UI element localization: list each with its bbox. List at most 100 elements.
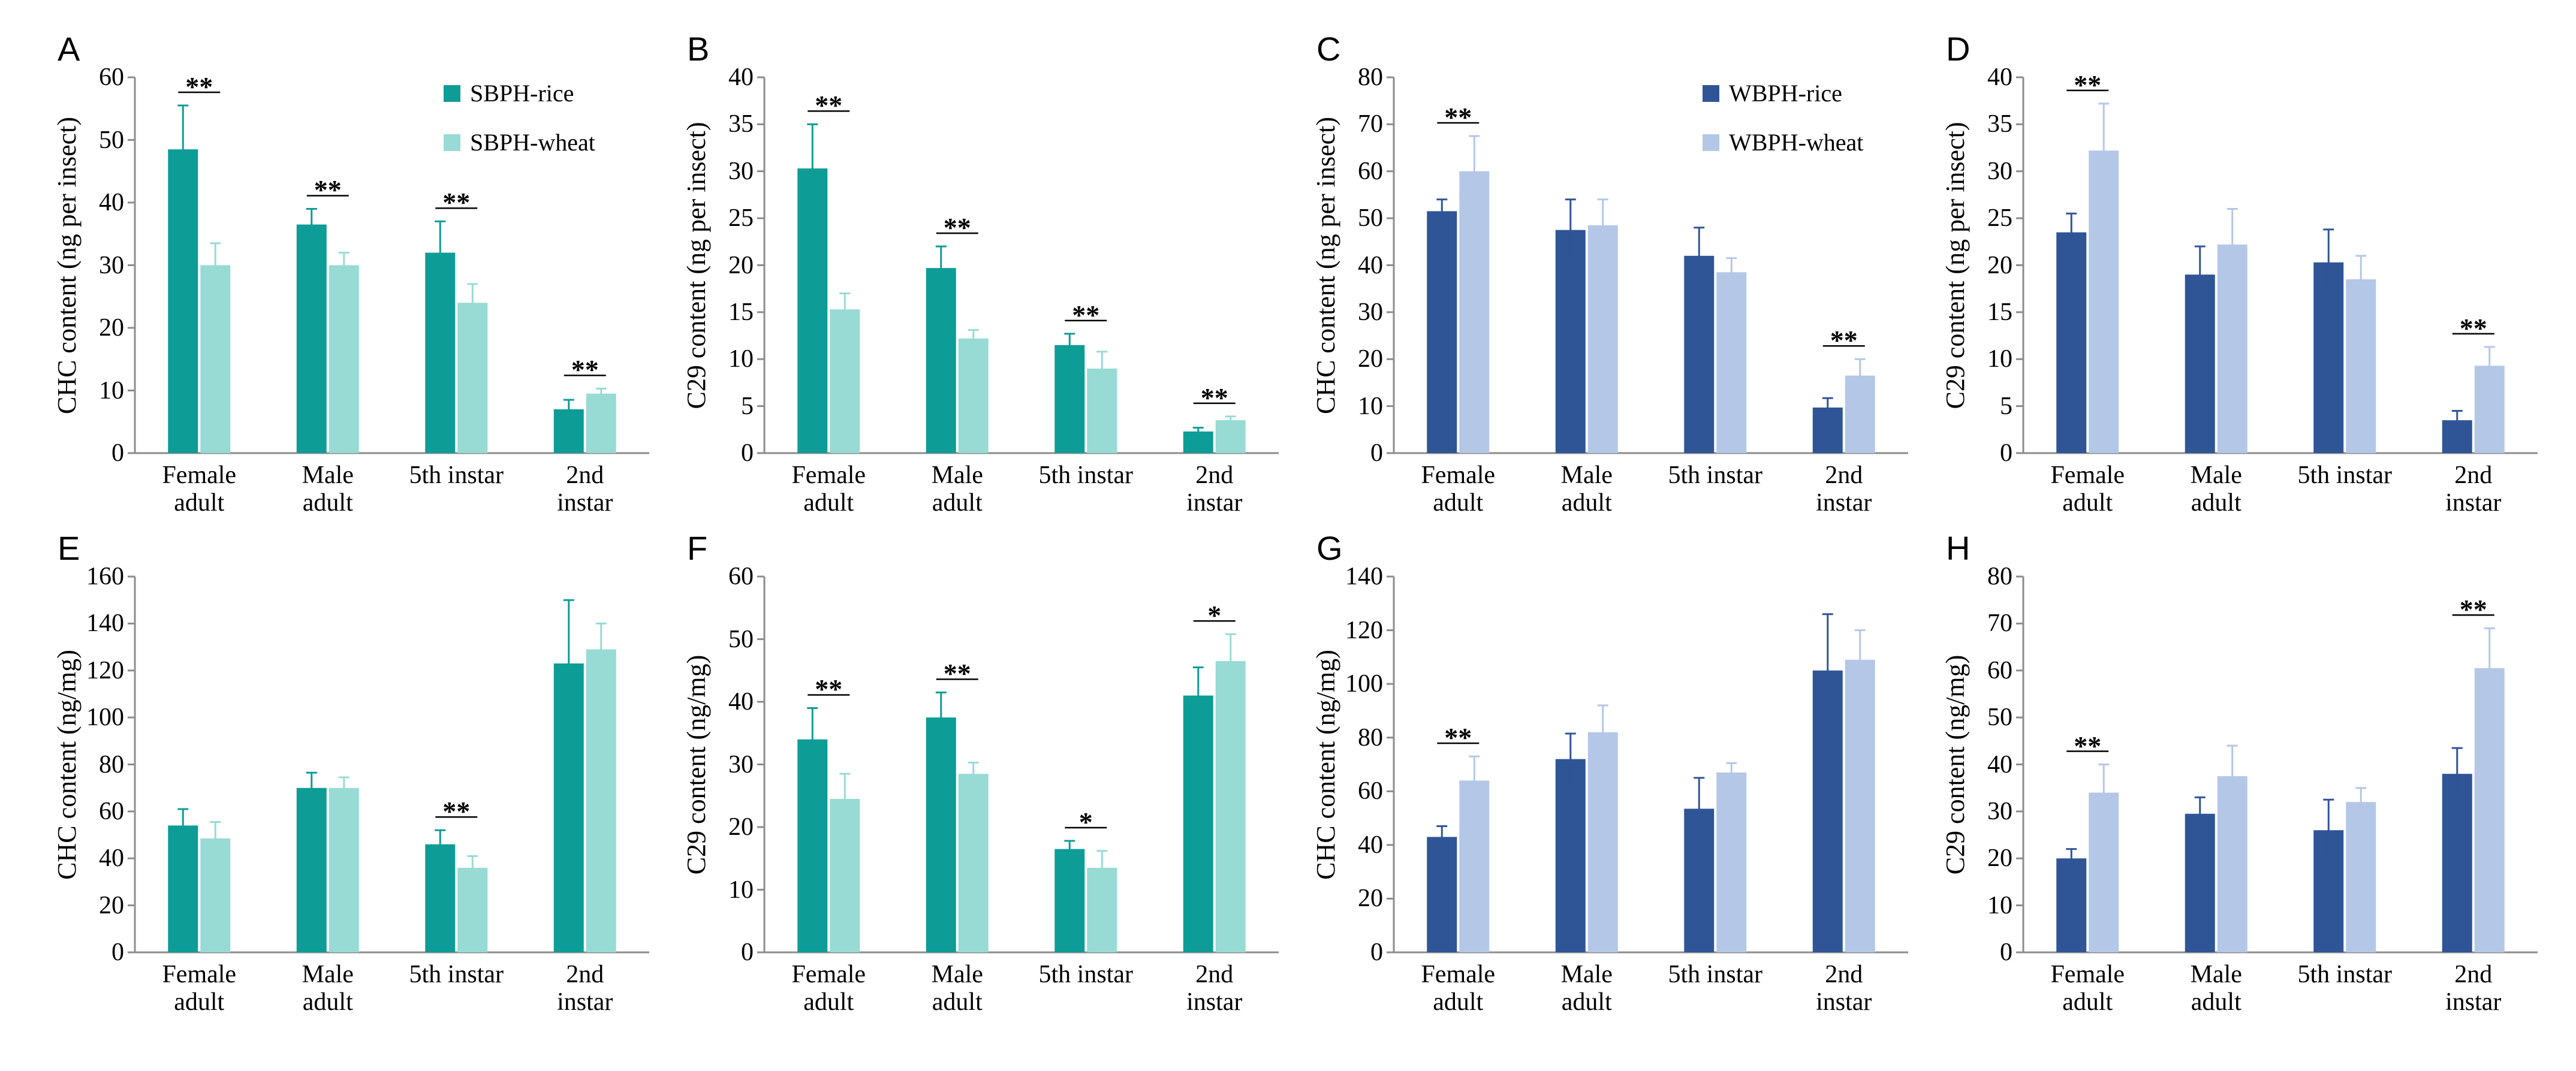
- bar: [1555, 759, 1586, 952]
- y-tick-label: 100: [1345, 670, 1383, 698]
- bar: [1555, 230, 1586, 453]
- significance-label: **: [442, 796, 471, 827]
- y-tick-label: 10: [728, 345, 754, 373]
- error-bar: [968, 329, 979, 348]
- y-tick-label: 80: [1358, 64, 1383, 91]
- y-tick-label: 60: [1987, 656, 2012, 684]
- x-tick-label: 2nd instar: [1816, 461, 1872, 517]
- x-tick-label: 5th instar: [2297, 461, 2392, 489]
- chart: [757, 575, 1279, 954]
- legend-label: SBPH-wheat: [470, 129, 595, 156]
- x-tick-label: 2nd instar: [557, 461, 613, 517]
- significance-label: **: [2459, 594, 2487, 625]
- y-tick-label: 140: [1345, 563, 1383, 590]
- chart-panel: F C29 content (ng/mg) 0 10 20 30 40 50 60 Female …: [629, 499, 1279, 1016]
- error-bar: [1096, 850, 1108, 886]
- error-bar: [1597, 198, 1608, 252]
- y-tick-label: 25: [1987, 204, 2012, 233]
- y-tick-label: 120: [86, 656, 124, 684]
- error-bar: [1469, 135, 1480, 208]
- y-tick-label: 50: [1358, 204, 1383, 233]
- y-tick-label: 0: [112, 439, 124, 467]
- y-tick-label: 120: [1345, 616, 1383, 644]
- x-tick-label: Male adult: [302, 461, 354, 517]
- y-tick-label: 20: [1987, 251, 2012, 279]
- bar: [2346, 802, 2376, 952]
- significance-label: **: [442, 187, 471, 218]
- significance-label: **: [1830, 325, 1858, 356]
- y-tick-label: 50: [728, 625, 754, 653]
- y-tick-label: 60: [728, 563, 754, 590]
- error-bar: [2066, 212, 2077, 252]
- y-tick-label: 0: [1370, 439, 1383, 467]
- y-tick-label: 20: [99, 314, 124, 342]
- bar: [1587, 732, 1618, 952]
- chart-panel: H C29 content (ng/mg) 0 10 20 30 40 50 60 70 80 Fem…: [1888, 499, 2538, 1016]
- error-bar: [2226, 744, 2238, 808]
- bar: [200, 838, 231, 952]
- y-tick-label: 15: [1987, 298, 2012, 326]
- panel-label: C: [1316, 30, 1341, 68]
- x-tick-label: Male adult: [931, 461, 983, 517]
- significance-label: **: [943, 658, 971, 689]
- chart: [1387, 575, 1908, 954]
- significance-label: *: [1078, 806, 1093, 837]
- y-axis-label: C29 content (ng/mg): [1941, 654, 1970, 874]
- error-bar: [2226, 207, 2238, 282]
- error-bar: [435, 220, 446, 285]
- chart-panel: G CHC content (ng/mg) 0 20 40 60 80 100 120 140 Fe…: [1259, 499, 1908, 1016]
- y-tick-label: 40: [99, 844, 124, 873]
- bar: [1215, 661, 1246, 952]
- x-tick-label: Male adult: [1560, 461, 1613, 517]
- y-tick-label: 20: [99, 891, 124, 919]
- error-bar: [467, 283, 478, 323]
- error-bar: [2194, 245, 2206, 304]
- error-bar: [1597, 704, 1608, 761]
- error-bar: [1436, 825, 1448, 849]
- error-bar: [1822, 397, 1833, 418]
- y-tick-label: 0: [2000, 439, 2012, 467]
- error-bar: [2451, 409, 2463, 431]
- error-bar: [1192, 427, 1204, 436]
- bar: [797, 168, 828, 453]
- bar: [425, 844, 456, 952]
- significance-label: **: [2459, 312, 2487, 343]
- error-bar: [1225, 633, 1236, 689]
- significance-label: **: [1200, 382, 1228, 413]
- y-tick-label: 0: [1370, 939, 1383, 966]
- bar: [1427, 211, 1457, 453]
- y-tick-label: 60: [99, 797, 124, 825]
- significance-label: **: [1444, 722, 1472, 753]
- significance-label: **: [1072, 299, 1100, 330]
- error-bar: [1469, 755, 1480, 806]
- y-tick-label: 15: [728, 298, 754, 326]
- x-tick-label: 5th instar: [1668, 461, 1762, 489]
- error-bar: [807, 123, 818, 214]
- error-bar: [2066, 848, 2077, 869]
- bar: [168, 825, 198, 952]
- y-tick-label: 20: [1358, 345, 1383, 373]
- y-tick-label: 20: [728, 813, 754, 841]
- y-axis-label: CHC content (ng per insect): [52, 116, 82, 414]
- x-tick-label: Male adult: [1560, 961, 1613, 1016]
- error-bar: [2355, 787, 2367, 817]
- error-bar: [1225, 415, 1236, 425]
- x-tick-label: 5th instar: [1668, 961, 1762, 988]
- error-bar: [2451, 747, 2463, 801]
- bar: [2056, 232, 2087, 453]
- y-tick-label: 20: [1987, 844, 2012, 873]
- chart: [128, 575, 649, 954]
- x-tick-label: Male adult: [2190, 961, 2242, 1016]
- error-bar: [177, 104, 189, 194]
- bar: [425, 252, 456, 453]
- error-bar: [563, 599, 574, 728]
- y-tick-label: 80: [99, 750, 124, 779]
- x-tick-label: 5th instar: [409, 461, 504, 489]
- x-tick-label: Female adult: [162, 461, 237, 517]
- error-bar: [1565, 732, 1576, 786]
- y-tick-label: 40: [728, 688, 754, 716]
- error-bar: [1726, 257, 1737, 288]
- y-tick-label: 35: [1987, 110, 2012, 138]
- significance-label: **: [2074, 69, 2102, 100]
- error-bar: [1192, 666, 1204, 725]
